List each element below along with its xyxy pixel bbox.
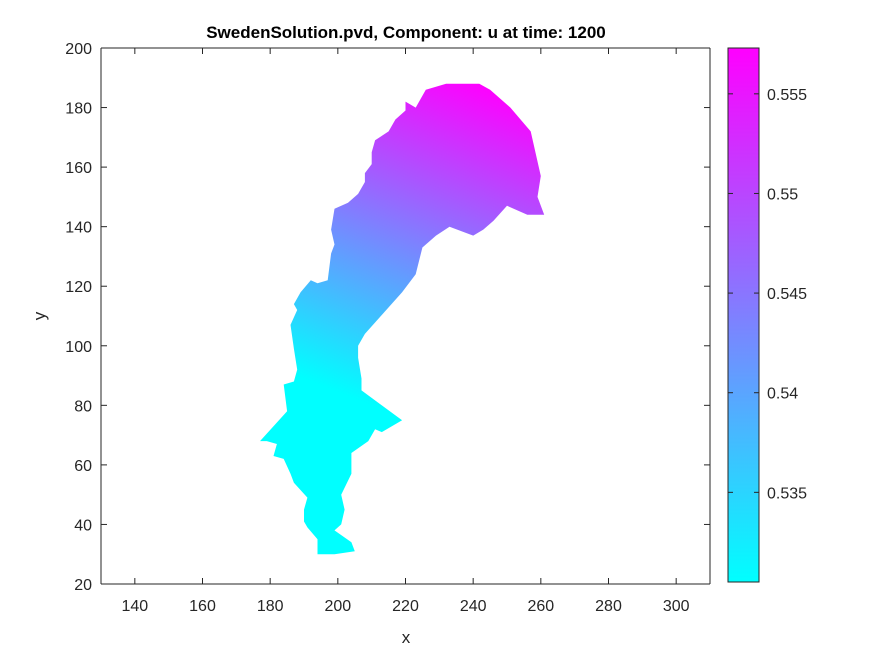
y-tick-label: 200 [65, 41, 92, 58]
x-ticks: 140 160 180 200 220 240 260 280 300 [121, 48, 690, 615]
x-tick-label: 240 [460, 598, 487, 615]
y-tick-label: 120 [65, 279, 92, 296]
y-tick-label: 100 [65, 339, 92, 356]
y-tick-label: 40 [74, 517, 92, 534]
x-tick-label: 300 [663, 598, 690, 615]
y-tick-label: 180 [65, 101, 92, 118]
colorbar-tick-label: 0.54 [767, 386, 798, 403]
y-tick-label: 140 [65, 220, 92, 237]
chart-title: SwedenSolution.pvd, Component: u at time… [206, 23, 606, 42]
y-ticks: 20 40 60 80 100 120 140 160 180 200 [65, 41, 710, 594]
colorbar-tick-label: 0.555 [767, 87, 807, 104]
x-tick-label: 180 [257, 598, 284, 615]
colorbar-ticks: 0.535 0.54 0.545 0.55 0.555 [728, 87, 807, 502]
x-axis-label: x [402, 628, 411, 647]
y-tick-label: 80 [74, 398, 92, 415]
sweden-region [260, 83, 545, 555]
y-tick-label: 160 [65, 160, 92, 177]
colorbar [727, 47, 760, 583]
y-axis-label: y [30, 311, 49, 320]
y-tick-label: 60 [74, 458, 92, 475]
colorbar-tick-label: 0.535 [767, 485, 807, 502]
colorbar-tick-label: 0.55 [767, 186, 798, 203]
x-tick-label: 200 [324, 598, 351, 615]
x-tick-label: 160 [189, 598, 216, 615]
x-tick-label: 220 [392, 598, 419, 615]
x-tick-label: 260 [527, 598, 554, 615]
y-tick-label: 20 [74, 577, 92, 594]
x-tick-label: 140 [121, 598, 148, 615]
colorbar-tick-label: 0.545 [767, 286, 807, 303]
map-layer [260, 83, 545, 555]
x-tick-label: 280 [595, 598, 622, 615]
